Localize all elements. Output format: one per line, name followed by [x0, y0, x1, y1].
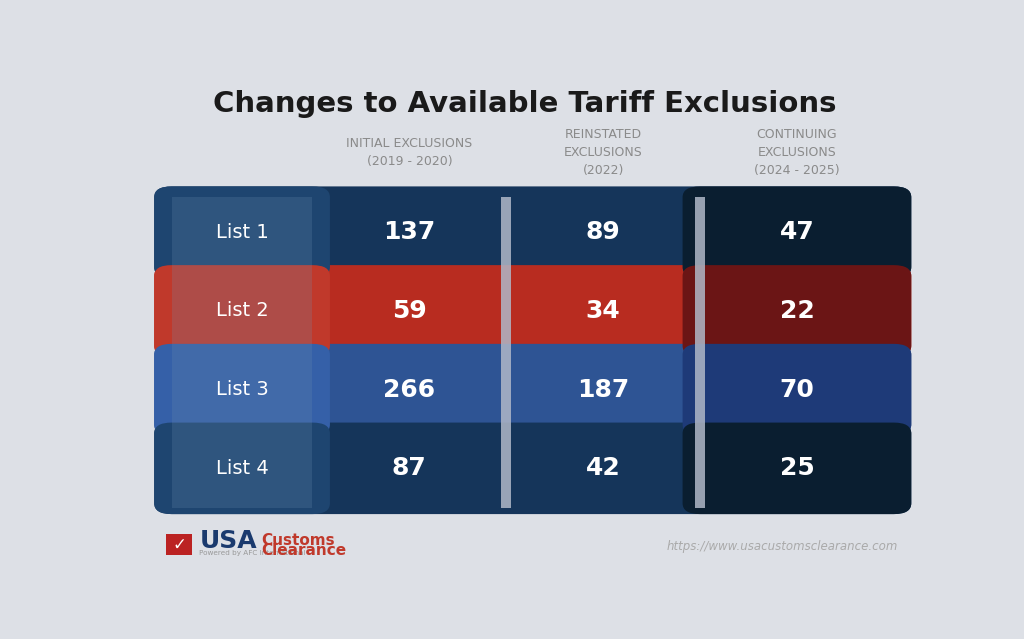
Text: ✓: ✓ — [172, 535, 186, 553]
Text: 137: 137 — [383, 220, 435, 244]
Bar — [502, 197, 511, 508]
Text: 47: 47 — [779, 220, 814, 244]
Text: List 2: List 2 — [216, 302, 268, 320]
FancyBboxPatch shape — [683, 344, 911, 435]
Text: REINSTATED
EXCLUSIONS
(2022): REINSTATED EXCLUSIONS (2022) — [564, 128, 642, 178]
Text: Powered by AFC International: Powered by AFC International — [200, 550, 306, 557]
Text: 89: 89 — [586, 220, 621, 244]
FancyBboxPatch shape — [155, 265, 330, 357]
FancyBboxPatch shape — [683, 265, 911, 357]
FancyBboxPatch shape — [683, 187, 911, 278]
Text: List 3: List 3 — [216, 380, 268, 399]
FancyBboxPatch shape — [683, 422, 911, 514]
FancyBboxPatch shape — [155, 344, 911, 435]
Text: https://www.usacustomsclearance.com: https://www.usacustomsclearance.com — [667, 540, 898, 553]
Text: 70: 70 — [779, 378, 814, 401]
Text: INITIAL EXCLUSIONS
(2019 - 2020): INITIAL EXCLUSIONS (2019 - 2020) — [346, 137, 472, 169]
Text: 266: 266 — [383, 378, 435, 401]
Text: List 4: List 4 — [216, 459, 268, 478]
Text: 42: 42 — [586, 456, 621, 481]
Text: 187: 187 — [577, 378, 630, 401]
Text: 59: 59 — [392, 299, 427, 323]
FancyBboxPatch shape — [155, 187, 911, 278]
FancyBboxPatch shape — [166, 534, 193, 555]
Text: 25: 25 — [779, 456, 814, 481]
Text: 87: 87 — [392, 456, 427, 481]
Text: 34: 34 — [586, 299, 621, 323]
Bar — [172, 197, 312, 508]
FancyBboxPatch shape — [155, 422, 911, 514]
FancyBboxPatch shape — [155, 265, 911, 357]
Text: 22: 22 — [779, 299, 814, 323]
Text: Clearance: Clearance — [261, 544, 346, 558]
FancyBboxPatch shape — [155, 422, 330, 514]
Bar — [695, 197, 705, 508]
Text: USA: USA — [200, 528, 257, 553]
FancyBboxPatch shape — [155, 187, 330, 278]
Text: Customs: Customs — [261, 533, 335, 548]
Text: List 1: List 1 — [216, 222, 268, 242]
Text: CONTINUING
EXCLUSIONS
(2024 - 2025): CONTINUING EXCLUSIONS (2024 - 2025) — [754, 128, 840, 178]
FancyBboxPatch shape — [155, 344, 330, 435]
Text: Changes to Available Tariff Exclusions: Changes to Available Tariff Exclusions — [213, 89, 837, 118]
